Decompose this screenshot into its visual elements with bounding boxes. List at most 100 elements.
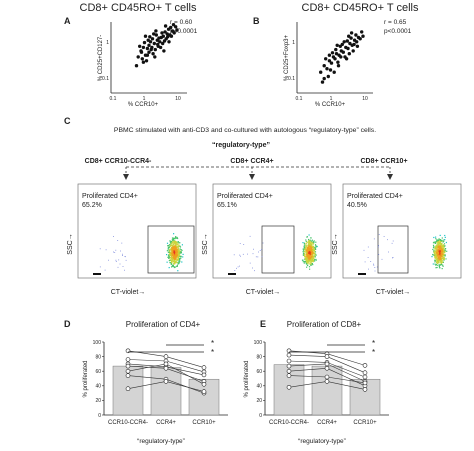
panel-e-donor-4-point-1 [324, 365, 330, 371]
panel-d: D Proliferation of CD4+ % proliferated “… [64, 319, 228, 445]
panel-a: A CD8+ CD45RO+ T cells % CD25+CD127- % C… [64, 2, 198, 108]
panel-b-label: B [253, 16, 260, 26]
panel-e-label: E [260, 319, 266, 329]
panel-d-category-0: CCR10-CCR4- [108, 420, 148, 426]
panel-d-ytick-label-0: 0 [98, 413, 101, 419]
panel-e-donor-1-point-2 [362, 370, 368, 376]
panel-b-stat-r: r = 0.65 [384, 19, 407, 26]
panel-d-donor-2-point-2 [201, 372, 207, 378]
panel-b-point-20 [328, 68, 333, 72]
panel-e-xgroup: “regulatory-type” [298, 438, 346, 445]
arrow-head-1 [123, 174, 129, 180]
panel-a-point-39 [174, 25, 178, 29]
panel-b-point-10 [341, 50, 345, 54]
flow-proliferated-label-3: Proliferated CD4+ [347, 193, 403, 200]
panel-a-point-4 [145, 46, 150, 51]
panel-b-point-40 [322, 76, 326, 81]
panel-a-point-9 [153, 47, 157, 52]
panel-a-points [134, 23, 179, 68]
flow-sparse-events-3 [363, 234, 394, 272]
arrow-head-2 [249, 174, 255, 180]
flow-density-cloud-1 [166, 233, 184, 272]
panel-d-donor-6-point-1 [163, 379, 169, 384]
panel-a-xlabel: % CCR10+ [128, 102, 159, 108]
panel-d-xgroup: “regulatory-type” [137, 438, 185, 445]
panel-d-sig-star-0: * [211, 339, 214, 348]
panel-b-point-7 [334, 52, 339, 56]
panel-d-donor-3-point-1 [163, 365, 169, 371]
panel-e-ytick-label-2: 40 [256, 384, 262, 390]
panel-a-point-47 [163, 24, 168, 28]
panel-a-ytick-1: 1 [106, 40, 109, 46]
panel-b-point-38 [332, 70, 336, 74]
panel-e-donor-0-point-2 [362, 363, 368, 368]
panel-a-point-33 [169, 25, 173, 30]
panel-a-point-28 [147, 50, 151, 54]
panel-a-point-37 [140, 57, 144, 61]
panel-b-point-2 [325, 67, 329, 71]
flow-proliferated-label-2: Proliferated CD4+ [217, 193, 273, 200]
panel-a-point-40 [149, 47, 153, 52]
panel-d-donor-5-point-0 [125, 373, 131, 378]
panel-a-point-14 [161, 34, 165, 38]
panel-a-point-36 [158, 45, 163, 50]
panel-a-point-35 [153, 55, 157, 59]
arrow-head-3 [387, 174, 393, 180]
panel-d-ylabel: % proliferated [83, 360, 89, 397]
panel-a-point-42 [156, 42, 160, 47]
group-label-ccr10-ccr4-neg: CD8+ CCR10-CCR4- [85, 158, 152, 165]
panel-d-donor-6-point-0 [125, 386, 131, 392]
group-label-ccr10-pos: CD8+ CCR10+ [360, 158, 407, 165]
panel-e-donor-6-point-0 [286, 384, 292, 390]
panel-c-description: PBMC stimulated with anti-CD3 and co-cul… [114, 127, 376, 134]
panel-b-point-46 [335, 43, 339, 47]
panel-e-chart: 0 20 40 60 80 100 CCR10-CCR4- CCR4+ CCR10+ ** [254, 339, 389, 426]
panel-a-point-21 [144, 59, 149, 63]
panel-d-label: D [64, 319, 71, 329]
panel-a-point-41 [160, 31, 164, 35]
flow-gate-3 [377, 225, 409, 274]
panel-a-point-51 [152, 32, 156, 36]
panel-e-donor-5-point-0 [286, 373, 292, 378]
panel-c-label: C [64, 116, 71, 126]
panel-d-ytick-label-3: 60 [95, 369, 101, 375]
panel-e-ytick-label-1: 20 [256, 398, 262, 404]
panel-b-point-13 [348, 41, 352, 46]
panel-a-point-48 [148, 35, 152, 39]
panel-b-point-32 [354, 33, 358, 37]
panel-b-point-30 [340, 42, 344, 47]
panel-e: E Proliferation of CD8+ % proliferated “… [244, 319, 389, 445]
panel-b-point-39 [355, 44, 360, 48]
panel-a-stat-p: p<0.0001 [170, 28, 198, 35]
flow-xlabel-2: CT-violet→ [246, 289, 281, 296]
panel-d-donor-1-point-0 [125, 357, 131, 362]
panel-b-point-29 [320, 80, 325, 84]
panel-b-point-44 [327, 53, 332, 57]
panel-e-ytick-label-0: 0 [259, 413, 262, 419]
panel-e-sig-star-1: * [372, 348, 375, 357]
panel-a-point-3 [141, 45, 146, 50]
panel-b-ylabel: % CD25+Foxp3+ [284, 34, 290, 81]
panel-e-donor-2-point-0 [286, 358, 292, 364]
panel-d-donor-3-point-0 [125, 363, 131, 369]
panel-a-point-53 [154, 29, 158, 33]
panel-b-point-45 [352, 42, 356, 47]
panel-b-point-34 [330, 51, 335, 55]
panel-a-point-54 [171, 23, 176, 27]
panel-b-title: CD8+ CD45RO+ T cells [302, 2, 419, 14]
panel-a-stat-r: r = 0.60 [170, 19, 193, 26]
panel-e-title: Proliferation of CD8+ [287, 320, 362, 329]
panel-e-donor-5-point-2 [362, 380, 368, 386]
panel-a-point-22 [151, 52, 155, 56]
panel-d-donor-6-point-2 [201, 389, 207, 394]
panel-d-category-1: CCR4+ [156, 420, 176, 426]
flow-axis-marker-2 [228, 273, 236, 275]
flow-proliferated-percent-1: 65.2% [82, 202, 102, 209]
panel-a-point-25 [161, 41, 165, 46]
panel-d-category-2: CCR10+ [192, 420, 216, 426]
panel-b-point-19 [324, 57, 328, 61]
flow-plots: Proliferated CD4+ 65.2% SSC→ CT-violet→ Prol… [67, 183, 462, 296]
flow-proliferated-percent-2: 65.1% [217, 202, 237, 209]
panel-a-label: A [64, 16, 71, 26]
